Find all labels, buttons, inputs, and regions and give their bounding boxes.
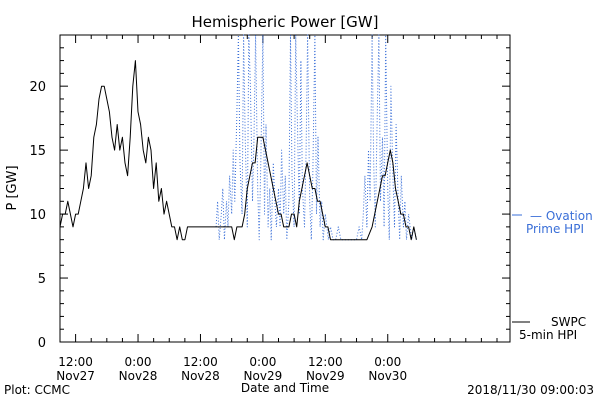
x-tick-label-time: 0:00 (249, 355, 276, 369)
x-tick-label-time: 12:00 (58, 355, 93, 369)
x-tick-label-time: 12:00 (308, 355, 343, 369)
y-tick-label: 5 (38, 272, 46, 287)
x-axis-label: Date and Time (241, 381, 329, 395)
x-tick-label-date: Nov29 (244, 369, 283, 383)
axis-ticks-layer (59, 34, 510, 343)
x-tick-label-time: 12:00 (183, 355, 218, 369)
x-tick-labels: 12:00Nov270:00Nov2812:00Nov280:00Nov2912… (56, 355, 407, 383)
chart-title: Hemispheric Power [GW] (192, 13, 379, 31)
x-tick-label-date: Nov28 (181, 369, 220, 383)
plot-frame (59, 34, 511, 343)
legend-swpc-line1: SWPC (551, 315, 586, 329)
y-tick-label: 0 (38, 336, 46, 351)
y-tick-label: 20 (29, 80, 46, 95)
y-tick-label: 10 (29, 208, 46, 223)
series-layer (59, 34, 417, 241)
footer-timestamp: 2018/11/30 09:00:03 (467, 383, 594, 397)
x-tick-label-time: 0:00 (125, 355, 152, 369)
x-tick-label-date: Nov29 (306, 369, 345, 383)
legend-ovation-line1: — Ovation (530, 209, 593, 223)
footer-plot-credit: Plot: CCMC (4, 383, 70, 397)
legend-ovation-line2: Prime HPI (526, 222, 584, 236)
x-tick-label-date: Nov28 (119, 369, 158, 383)
x-tick-label-date: Nov27 (56, 369, 95, 383)
y-tick-label: 15 (29, 144, 46, 159)
x-tick-label-date: Nov30 (368, 369, 407, 383)
legend-swpc-line2: 5-min HPI (519, 328, 577, 342)
y-tick-labels: 0 5 10 15 20 (29, 80, 46, 351)
y-axis-label: P [GW] (5, 165, 20, 210)
swpc-series-line (59, 60, 417, 241)
x-tick-label-time: 0:00 (374, 355, 401, 369)
